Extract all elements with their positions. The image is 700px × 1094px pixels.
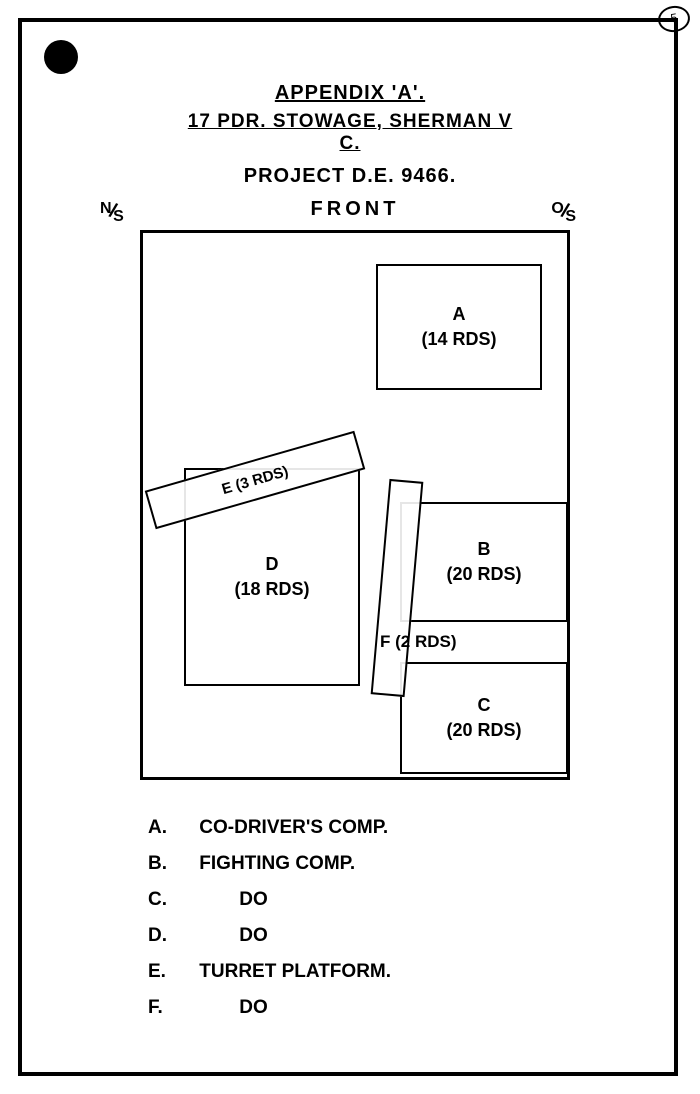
legend-key: F. <box>148 990 194 1026</box>
title-block: APPENDIX 'A'. 17 PDR. STOWAGE, SHERMAN V… <box>175 82 525 188</box>
legend-key: C. <box>148 882 194 918</box>
box-b: B (20 RDS) <box>400 502 568 622</box>
title-subject: 17 PDR. STOWAGE, SHERMAN V C. <box>175 111 525 155</box>
punch-hole-dot <box>44 40 78 74</box>
box-c-label: C <box>478 693 491 718</box>
box-d-detail: (18 RDS) <box>234 577 309 602</box>
legend-row-f: F. DO <box>148 990 391 1026</box>
legend-text: TURRET PLATFORM. <box>199 961 391 982</box>
title-appendix: APPENDIX 'A'. <box>175 82 525 105</box>
box-a-detail: (14 RDS) <box>421 327 496 352</box>
legend-text: DO <box>239 925 268 946</box>
box-f-caption: F (2 RDS) <box>380 632 457 652</box>
legend-key: B. <box>148 846 194 882</box>
legend-row-d: D. DO <box>148 918 391 954</box>
box-a: A (14 RDS) <box>376 264 542 390</box>
label-near-side: N/S <box>100 200 124 223</box>
legend-text: FIGHTING COMP. <box>199 853 355 874</box>
legend-row-c: C. DO <box>148 882 391 918</box>
box-c: C (20 RDS) <box>400 662 568 774</box>
box-b-detail: (20 RDS) <box>446 562 521 587</box>
stowage-diagram: FRONT N/S O/S D (18 RDS) A (14 RDS) B (2… <box>140 230 570 780</box>
legend-row-e: E. TURRET PLATFORM. <box>148 954 391 990</box>
legend-key: D. <box>148 918 194 954</box>
box-c-detail: (20 RDS) <box>446 718 521 743</box>
legend-key: A. <box>148 810 194 846</box>
legend-text: CO-DRIVER'S COMP. <box>199 817 388 838</box>
legend-key: E. <box>148 954 194 990</box>
box-b-label: B <box>478 537 491 562</box>
legend-row-a: A. CO-DRIVER'S COMP. <box>148 810 391 846</box>
title-project: PROJECT D.E. 9466. <box>175 165 525 188</box>
box-e-label: E (3 RDS) <box>220 462 290 497</box>
legend-text: DO <box>239 889 268 910</box>
label-off-side: O/S <box>551 200 576 223</box>
box-a-label: A <box>453 302 466 327</box>
label-front: FRONT <box>311 198 400 221</box>
legend-row-b: B. FIGHTING COMP. <box>148 846 391 882</box>
legend-text: DO <box>239 997 268 1018</box>
legend: A. CO-DRIVER'S COMP. B. FIGHTING COMP. C… <box>148 810 391 1027</box>
box-d-label: D <box>266 552 279 577</box>
